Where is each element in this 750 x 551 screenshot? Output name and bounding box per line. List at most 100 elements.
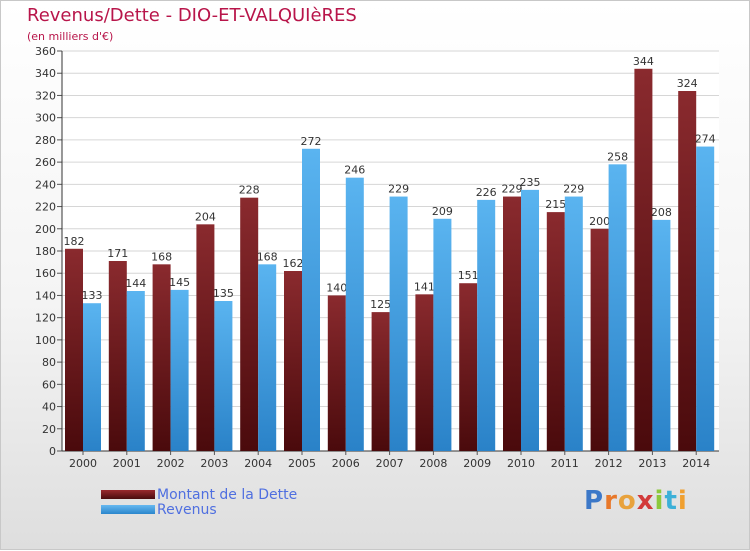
bar-dette (590, 228, 609, 451)
x-tick-label: 2004 (244, 457, 272, 470)
bar-revenus (302, 148, 320, 451)
chart-title: Revenus/Dette - DIO-ET-VALQUIèRES (27, 5, 357, 26)
y-tick-label: 120 (35, 312, 56, 325)
data-label-dette: 228 (239, 184, 260, 197)
y-tick-label: 60 (42, 378, 56, 391)
y-tick-label: 20 (42, 423, 56, 436)
x-tick-label: 2011 (551, 457, 579, 470)
data-label-dette: 204 (195, 210, 216, 223)
legend-swatch-revenus (101, 505, 155, 514)
y-tick-label: 80 (42, 356, 56, 369)
bar-dette (65, 248, 83, 451)
legend-swatch-dette (101, 490, 155, 499)
x-tick-label: 2001 (113, 457, 141, 470)
data-label-dette: 168 (151, 250, 172, 263)
data-label-dette: 182 (64, 235, 85, 248)
logo-letter: i (654, 486, 665, 516)
bar-dette (327, 295, 346, 451)
y-tick-label: 260 (35, 156, 56, 169)
data-label-revenus: 258 (607, 150, 628, 163)
bar-dette (108, 261, 127, 451)
data-label-dette: 162 (283, 257, 304, 270)
y-tick-label: 40 (42, 401, 56, 414)
x-tick-label: 2010 (507, 457, 535, 470)
bar-revenus (389, 196, 408, 451)
bar-revenus (83, 303, 101, 451)
data-label-revenus: 229 (388, 183, 409, 196)
x-tick-label: 2013 (638, 457, 666, 470)
y-tick-label: 360 (35, 45, 56, 58)
data-label-revenus: 274 (695, 133, 716, 146)
logo-letter: t (664, 486, 678, 516)
proxiti-logo: Proxiti (584, 486, 688, 516)
y-tick-label: 280 (35, 134, 56, 147)
bar-revenus (126, 291, 145, 451)
x-tick-label: 2012 (595, 457, 623, 470)
bar-dette (240, 197, 259, 451)
logo-letter: r (604, 486, 618, 516)
data-label-revenus: 208 (651, 206, 672, 219)
bar-dette (459, 283, 478, 451)
data-label-revenus: 229 (563, 183, 584, 196)
data-label-dette: 125 (370, 298, 391, 311)
data-label-revenus: 133 (82, 289, 103, 302)
data-label-dette: 215 (545, 198, 566, 211)
x-tick-label: 2008 (419, 457, 447, 470)
data-label-revenus: 209 (432, 205, 453, 218)
x-tick-label: 2006 (332, 457, 360, 470)
bar-revenus (258, 264, 277, 451)
y-tick-label: 100 (35, 334, 56, 347)
bar-revenus (170, 289, 189, 451)
bar-dette (152, 264, 171, 451)
logo-letter: i (677, 486, 688, 516)
bar-revenus (477, 199, 496, 451)
data-label-revenus: 272 (301, 135, 322, 148)
x-tick-label: 2009 (463, 457, 491, 470)
data-label-dette: 324 (677, 77, 698, 90)
bar-revenus (696, 146, 715, 452)
legend: Montant de la Dette Revenus (101, 486, 298, 518)
bar-dette (546, 212, 565, 451)
data-label-revenus: 135 (213, 287, 234, 300)
data-label-dette: 140 (326, 281, 347, 294)
bar-revenus (564, 196, 583, 451)
bar-dette (196, 224, 215, 451)
y-tick-label: 200 (35, 223, 56, 236)
x-tick-label: 2000 (69, 457, 97, 470)
data-label-dette: 171 (107, 247, 128, 260)
x-tick-label: 2007 (376, 457, 404, 470)
logo-letter: x (636, 486, 655, 516)
y-tick-label: 220 (35, 201, 56, 214)
x-tick-label: 2002 (157, 457, 185, 470)
x-tick-label: 2003 (200, 457, 228, 470)
bar-dette (634, 68, 653, 452)
legend-label-dette: Montant de la Dette (157, 486, 298, 503)
bar-revenus (652, 219, 671, 451)
data-label-dette: 200 (589, 215, 610, 228)
bar-revenus (433, 218, 452, 451)
bar-dette (678, 91, 697, 451)
bar-revenus (608, 164, 627, 452)
logo-letter: o (617, 486, 637, 516)
data-label-revenus: 145 (169, 276, 190, 289)
data-label-dette: 141 (414, 280, 435, 293)
y-tick-label: 320 (35, 89, 56, 102)
y-tick-label: 160 (35, 267, 56, 280)
bar-revenus (214, 301, 233, 451)
data-label-dette: 151 (458, 269, 479, 282)
y-tick-label: 340 (35, 67, 56, 80)
bar-dette (371, 312, 390, 451)
data-label-dette: 229 (502, 183, 523, 196)
logo-letter: P (584, 486, 605, 516)
data-label-revenus: 246 (344, 164, 365, 177)
bar-dette (284, 271, 302, 451)
y-tick-label: 140 (35, 289, 56, 302)
data-label-dette: 344 (633, 55, 654, 68)
y-tick-label: 300 (35, 112, 56, 125)
y-tick-label: 180 (35, 245, 56, 258)
legend-label-revenus: Revenus (157, 501, 217, 518)
legend-item-revenus: Revenus (101, 501, 297, 518)
data-label-revenus: 235 (520, 176, 541, 189)
